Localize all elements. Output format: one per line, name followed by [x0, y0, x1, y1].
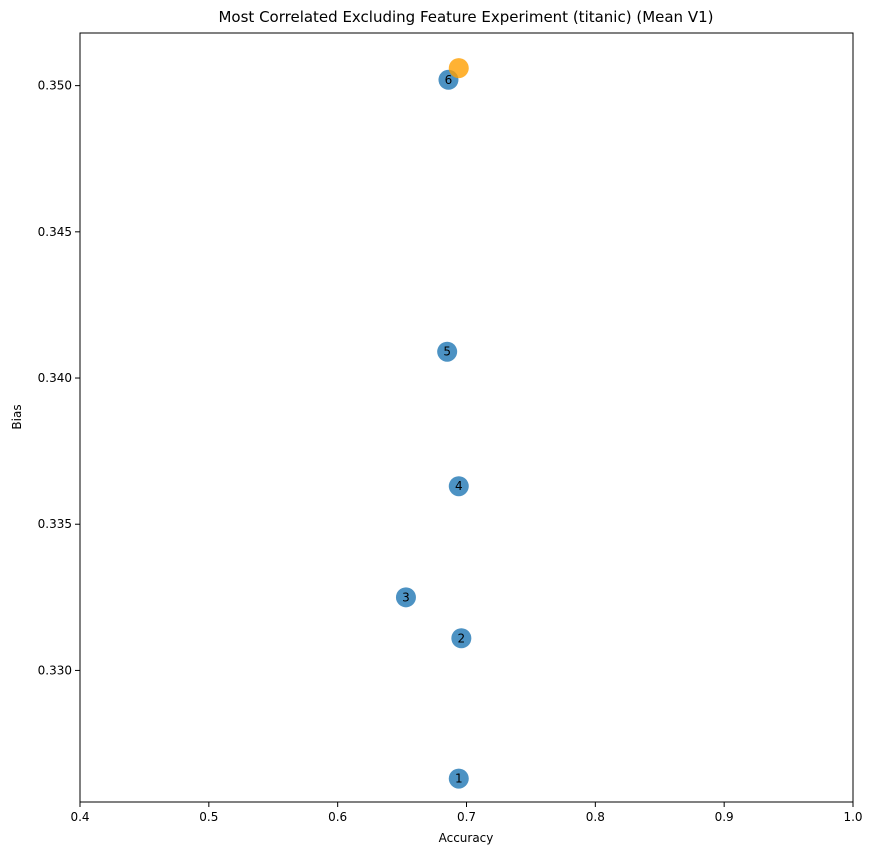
x-tick-label: 1.0	[843, 810, 862, 824]
x-tick-label: 0.9	[715, 810, 734, 824]
data-point	[451, 628, 472, 649]
x-tick-label: 0.6	[328, 810, 347, 824]
data-point	[448, 58, 469, 79]
data-points: 1 2 3 4 5 6	[395, 58, 472, 789]
data-point	[448, 768, 469, 789]
data-point-label: 2	[458, 631, 466, 645]
data-point-label: 3	[402, 590, 410, 604]
y-axis: 0.330 0.335 0.340 0.345 0.350	[38, 79, 80, 677]
x-tick-label: 0.5	[199, 810, 218, 824]
x-tick-label: 0.4	[70, 810, 89, 824]
y-axis-label: Bias	[10, 404, 24, 429]
data-point	[437, 341, 458, 362]
data-point	[448, 476, 469, 497]
x-tick-label: 0.7	[457, 810, 476, 824]
x-axis: 0.4 0.5 0.6 0.7 0.8 0.9 1.0	[70, 802, 863, 824]
chart-title: Most Correlated Excluding Feature Experi…	[218, 8, 713, 26]
y-tick-label: 0.330	[38, 663, 72, 677]
x-tick-label: 0.8	[586, 810, 605, 824]
data-point-label: 6	[445, 73, 453, 87]
data-point-label: 1	[455, 772, 463, 786]
y-tick-label: 0.335	[38, 517, 72, 531]
y-tick-label: 0.345	[38, 225, 72, 239]
y-tick-label: 0.340	[38, 371, 72, 385]
y-tick-label: 0.350	[38, 79, 72, 93]
data-point-label: 5	[443, 345, 451, 359]
data-point	[395, 587, 416, 608]
data-point-label: 4	[455, 479, 463, 493]
plot-area	[79, 32, 854, 803]
x-axis-label: Accuracy	[439, 831, 494, 845]
